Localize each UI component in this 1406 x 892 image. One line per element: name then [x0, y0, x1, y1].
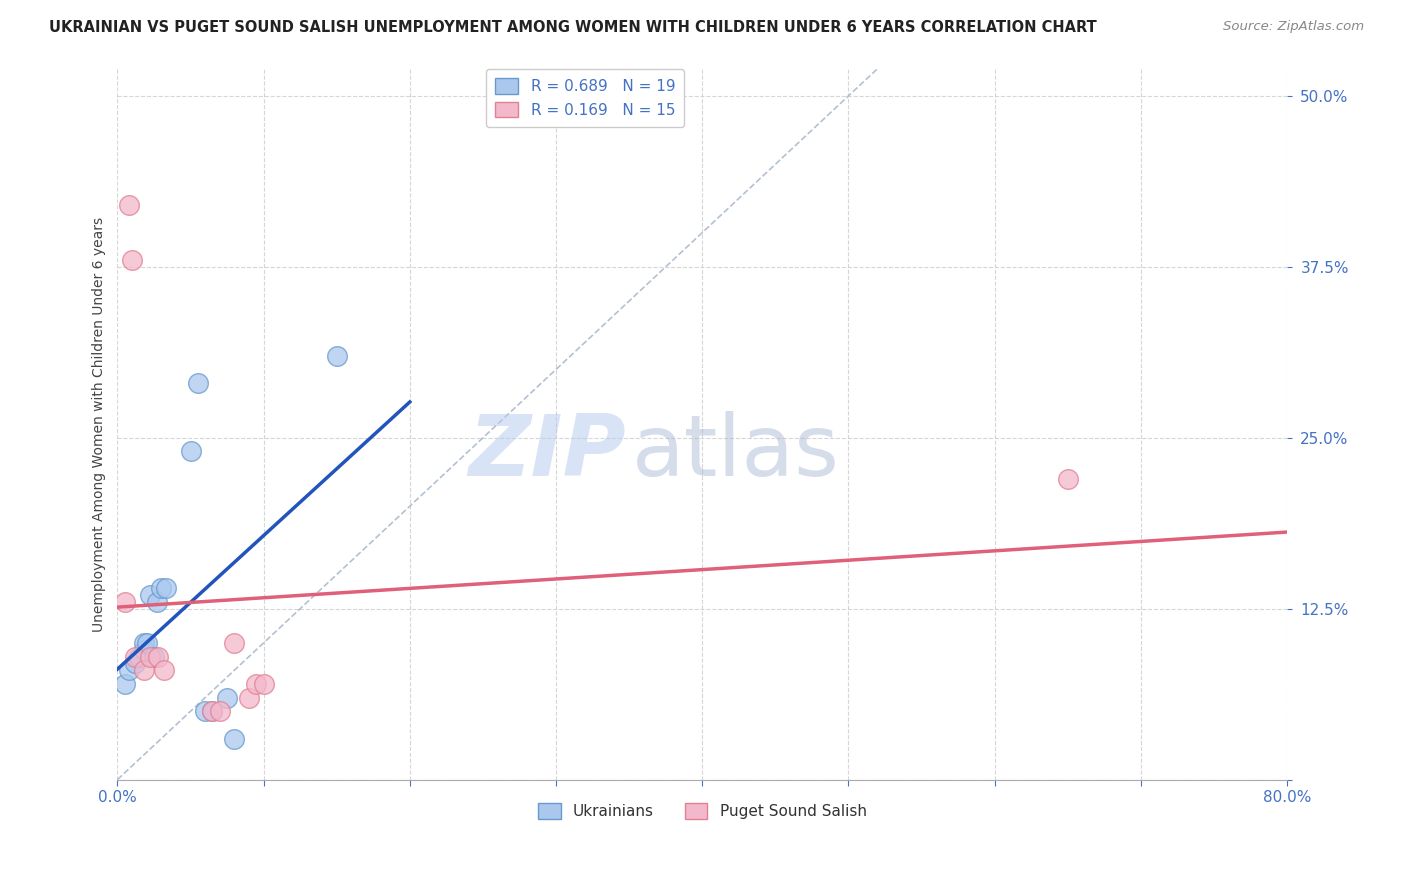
Point [143, 649, 166, 664]
Y-axis label: Unemployment Among Women with Children Under 6 years: Unemployment Among Women with Children U… [93, 217, 107, 632]
Point [155, 581, 177, 595]
Point [253, 677, 276, 691]
Point [135, 636, 157, 650]
Point [118, 198, 141, 212]
Text: Source: ZipAtlas.com: Source: ZipAtlas.com [1223, 20, 1364, 33]
Point [121, 252, 143, 267]
Point [180, 444, 202, 458]
Point [138, 649, 160, 664]
Point [153, 663, 176, 677]
Point [208, 704, 231, 718]
Point [150, 581, 173, 595]
Point [124, 657, 146, 671]
Point [224, 731, 246, 746]
Point [138, 588, 160, 602]
Point [124, 649, 146, 664]
Point [224, 636, 246, 650]
Point [326, 349, 349, 363]
Point [128, 649, 150, 664]
Point [201, 704, 224, 718]
Point [1056, 472, 1078, 486]
Point [201, 704, 224, 718]
Text: UKRAINIAN VS PUGET SOUND SALISH UNEMPLOYMENT AMONG WOMEN WITH CHILDREN UNDER 6 Y: UKRAINIAN VS PUGET SOUND SALISH UNEMPLOY… [49, 20, 1097, 35]
Point [245, 677, 267, 691]
Point [148, 649, 170, 664]
Point [187, 376, 209, 390]
Point [132, 642, 155, 657]
Point [114, 595, 136, 609]
Point [238, 690, 260, 705]
Text: atlas: atlas [633, 411, 841, 494]
Point [132, 636, 155, 650]
Point [114, 677, 136, 691]
Point [194, 704, 217, 718]
Text: ZIP: ZIP [468, 411, 626, 494]
Point [146, 595, 169, 609]
Point [132, 663, 155, 677]
Point [217, 690, 239, 705]
Point [118, 663, 141, 677]
Legend: Ukrainians, Puget Sound Salish: Ukrainians, Puget Sound Salish [531, 797, 873, 825]
